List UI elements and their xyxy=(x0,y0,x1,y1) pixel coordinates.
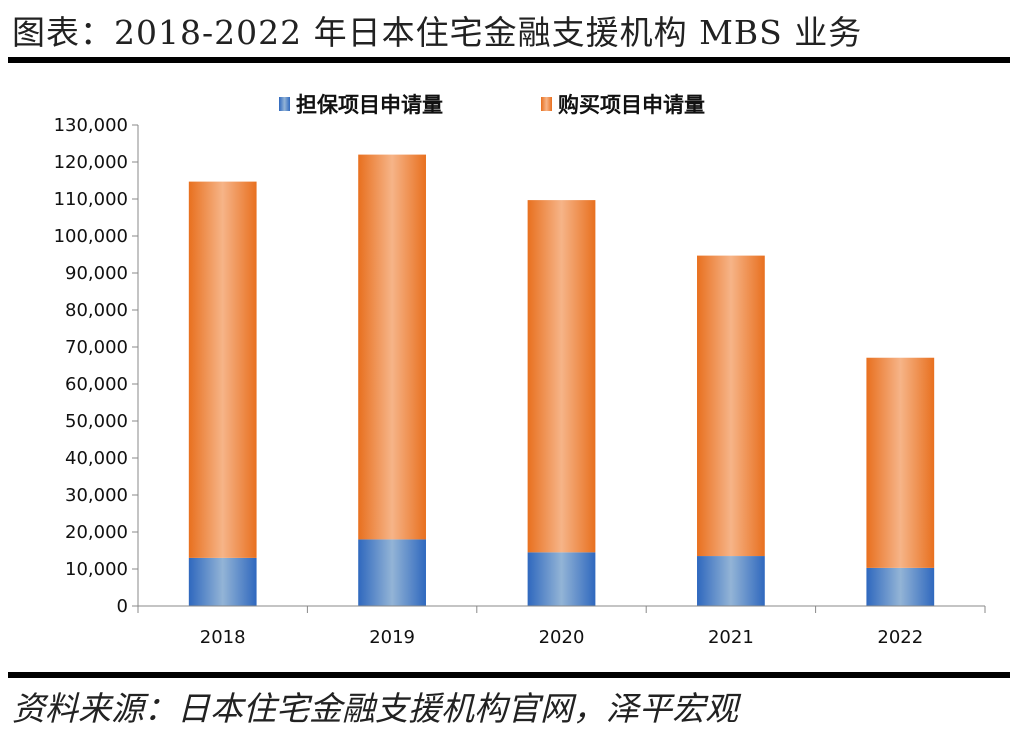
y-tick-label: 80,000 xyxy=(65,300,128,321)
y-tick-label: 100,000 xyxy=(54,226,128,247)
x-tick-label: 2020 xyxy=(539,627,585,648)
top-rule xyxy=(8,57,1010,63)
bar-guarantee xyxy=(697,556,765,606)
legend: 担保项目申请量 购买项目申请量 xyxy=(279,93,705,117)
y-tick-label: 60,000 xyxy=(65,374,128,395)
y-tick-label: 130,000 xyxy=(54,115,128,136)
y-tick-label: 10,000 xyxy=(65,559,128,580)
source-note: 资料来源：日本住宅金融支援机构官网，泽平宏观 xyxy=(12,689,738,728)
bar-purchase xyxy=(866,357,935,568)
y-tick-label: 20,000 xyxy=(65,522,128,543)
legend-label-purchase: 购买项目申请量 xyxy=(558,93,705,117)
bar-purchase xyxy=(697,255,765,557)
bar-purchase xyxy=(527,200,596,553)
y-tick-label: 70,000 xyxy=(65,337,128,358)
bar-guarantee xyxy=(527,552,596,606)
x-axis: 2018 2019 2020 2021 2022 xyxy=(137,605,986,648)
figure-title: 图表：2018-2022 年日本住宅金融支援机构 MBS 业务 xyxy=(12,13,863,52)
legend-label-guarantee: 担保项目申请量 xyxy=(296,93,443,117)
y-tick-label: 110,000 xyxy=(54,189,128,210)
x-tick-label: 2018 xyxy=(200,627,246,648)
x-tick-label: 2021 xyxy=(708,627,754,648)
bar-purchase xyxy=(188,181,257,558)
bar-guarantee xyxy=(188,557,257,606)
y-tick-label: 40,000 xyxy=(65,448,128,469)
y-tick-label: 30,000 xyxy=(65,485,128,506)
y-axis: 0 10,000 20,000 30,000 40,000 50,000 60,000 70,… xyxy=(54,115,139,617)
y-tick-label: 0 xyxy=(117,596,128,617)
bar-guarantee xyxy=(866,567,935,606)
bar-guarantee xyxy=(358,539,426,606)
bars xyxy=(188,154,935,606)
legend-swatch-guarantee xyxy=(279,97,290,111)
bar-purchase xyxy=(358,154,426,540)
legend-swatch-purchase xyxy=(541,97,552,111)
y-tick-label: 120,000 xyxy=(54,152,128,173)
y-tick-label: 90,000 xyxy=(65,263,128,284)
x-tick-label: 2022 xyxy=(877,627,923,648)
stacked-bar-chart: 担保项目申请量 购买项目申请量 0 10,000 20,000 30,000 40,00… xyxy=(54,93,986,648)
bottom-rule xyxy=(8,672,1010,678)
x-tick-label: 2019 xyxy=(369,627,415,648)
y-tick-label: 50,000 xyxy=(65,411,128,432)
